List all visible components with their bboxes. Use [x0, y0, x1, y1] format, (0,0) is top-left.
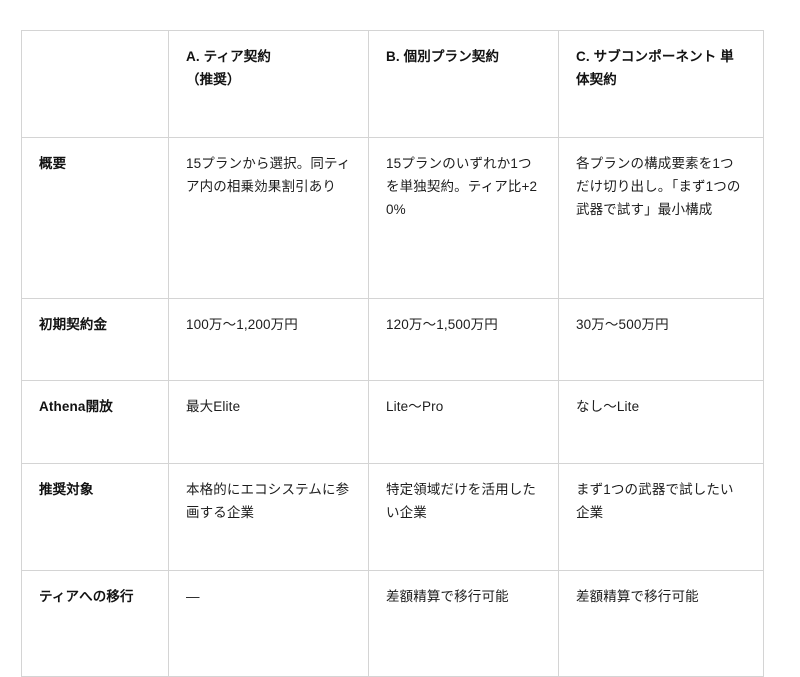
column-header-a: A. ティア契約 （推奨） — [168, 30, 369, 138]
cell-tier-migration-b: 差額精算で移行可能 — [368, 570, 559, 677]
cell-recommended-for-c: まず1つの武器で試したい企業 — [558, 463, 764, 571]
cell-initial-fee-c: 30万〜500万円 — [558, 298, 764, 381]
table-header: A. ティア契約 （推奨） B. 個別プラン契約 C. サブコンポーネント 単体契… — [21, 30, 764, 138]
cell-tier-migration-a: — — [168, 570, 369, 677]
contract-comparison-table: A. ティア契約 （推奨） B. 個別プラン契約 C. サブコンポーネント 単体契… — [21, 30, 764, 677]
column-header-c: C. サブコンポーネント 単体契約 — [558, 30, 764, 138]
table-row: 初期契約金 100万〜1,200万円 120万〜1,500万円 30万〜500万… — [21, 298, 764, 381]
table-row: 概要 15プランから選択。同ティア内の相乗効果割引あり 15プランのいずれか1つ… — [21, 137, 764, 299]
table-body: 概要 15プランから選択。同ティア内の相乗効果割引あり 15プランのいずれか1つ… — [21, 137, 764, 677]
cell-athena-access-b: Lite〜Pro — [368, 380, 559, 464]
row-label-overview: 概要 — [21, 137, 169, 299]
cell-tier-migration-c: 差額精算で移行可能 — [558, 570, 764, 677]
row-label-initial-fee: 初期契約金 — [21, 298, 169, 381]
row-label-athena-access: Athena開放 — [21, 380, 169, 464]
comparison-table-container: A. ティア契約 （推奨） B. 個別プラン契約 C. サブコンポーネント 単体契… — [21, 30, 764, 677]
table-header-row: A. ティア契約 （推奨） B. 個別プラン契約 C. サブコンポーネント 単体契… — [21, 30, 764, 138]
table-corner-cell — [21, 30, 169, 138]
row-label-tier-migration: ティアへの移行 — [21, 570, 169, 677]
cell-athena-access-a: 最大Elite — [168, 380, 369, 464]
cell-recommended-for-a: 本格的にエコシステムに参画する企業 — [168, 463, 369, 571]
cell-athena-access-c: なし〜Lite — [558, 380, 764, 464]
cell-initial-fee-b: 120万〜1,500万円 — [368, 298, 559, 381]
row-label-recommended-for: 推奨対象 — [21, 463, 169, 571]
cell-initial-fee-a: 100万〜1,200万円 — [168, 298, 369, 381]
page-root: A. ティア契約 （推奨） B. 個別プラン契約 C. サブコンポーネント 単体契… — [21, 30, 764, 677]
cell-line: A. ティア契約 — [186, 49, 272, 64]
cell-overview-a: 15プランから選択。同ティア内の相乗効果割引あり — [168, 137, 369, 299]
column-header-b: B. 個別プラン契約 — [368, 30, 559, 138]
table-row: ティアへの移行 — 差額精算で移行可能 差額精算で移行可能 — [21, 570, 764, 677]
table-row: 推奨対象 本格的にエコシステムに参画する企業 特定領域だけを活用したい企業 まず… — [21, 463, 764, 571]
table-row: Athena開放 最大Elite Lite〜Pro なし〜Lite — [21, 380, 764, 464]
cell-recommended-for-b: 特定領域だけを活用したい企業 — [368, 463, 559, 571]
cell-line: （推奨） — [186, 72, 241, 88]
cell-overview-c: 各プランの構成要素を1つだけ切り出し。「まず1つの武器で試す」最小構成 — [558, 137, 764, 299]
cell-overview-b: 15プランのいずれか1つを単独契約。ティア比+20% — [368, 137, 559, 299]
